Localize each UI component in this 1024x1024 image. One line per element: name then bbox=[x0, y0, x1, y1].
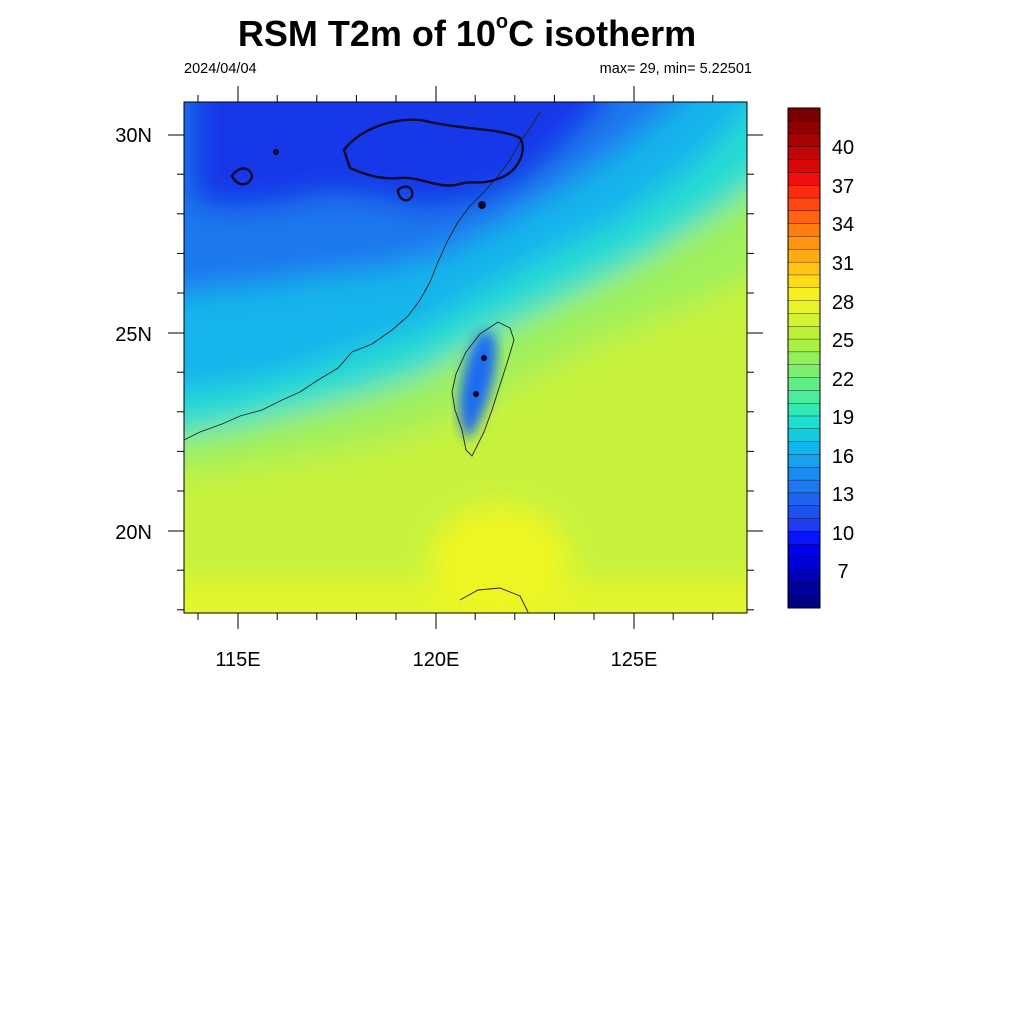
taiwan-cold-core bbox=[459, 330, 497, 440]
colorbar-box bbox=[787, 171, 821, 186]
colorbar-box bbox=[787, 223, 821, 237]
temperature-fields bbox=[184, 102, 747, 613]
colorbar-box bbox=[787, 133, 821, 147]
isotherm-contour bbox=[396, 185, 414, 202]
colorbar-label: 28 bbox=[832, 292, 854, 314]
colorbar-box bbox=[787, 210, 821, 224]
colorbar-label: 40 bbox=[832, 137, 854, 159]
colorbar-labels: 40 37 34 31 28 25 22 19 16 13 10 7 bbox=[832, 137, 854, 583]
max-min-label: max= 29, min= 5.22501 bbox=[599, 61, 752, 77]
lon-label-125e: 125E bbox=[611, 649, 658, 671]
colorbar-box bbox=[787, 184, 821, 199]
colorbar-box bbox=[787, 197, 821, 212]
colorbar-frame bbox=[787, 107, 821, 609]
colorbar-box bbox=[787, 274, 821, 288]
colorbar-label: 13 bbox=[832, 484, 854, 506]
colorbar-box bbox=[787, 300, 821, 314]
colorbar-box bbox=[787, 466, 821, 481]
title-degree: o bbox=[495, 11, 509, 33]
lat-label-20n: 20N bbox=[115, 522, 152, 544]
colorbar-box bbox=[787, 530, 821, 545]
lon-label-120e: 120E bbox=[413, 649, 460, 671]
isotherm-contour bbox=[342, 118, 524, 187]
colorbar-box bbox=[787, 543, 821, 558]
colorbar-box bbox=[787, 287, 821, 301]
colorbar-box bbox=[787, 402, 821, 417]
field-warm-spot bbox=[430, 505, 570, 613]
colorbar-box bbox=[787, 441, 821, 455]
colorbar-box bbox=[787, 236, 821, 250]
colorbar-box bbox=[787, 453, 821, 468]
colorbar-box bbox=[787, 338, 821, 353]
colorbar-label: 22 bbox=[832, 369, 854, 391]
colorbar-label: 7 bbox=[837, 561, 848, 583]
temperature-map bbox=[184, 102, 747, 613]
colorbar-box bbox=[787, 325, 821, 340]
colorbar-box bbox=[787, 595, 821, 609]
colorbar-box bbox=[787, 505, 821, 519]
colorbar-box bbox=[787, 556, 821, 571]
colorbar-box bbox=[787, 415, 821, 429]
title-main: RSM T2m of 10 bbox=[237, 13, 496, 54]
colorbar-label: 19 bbox=[832, 407, 854, 429]
colorbar-box bbox=[787, 146, 821, 160]
colorbar-box bbox=[787, 120, 821, 135]
colorbar-box bbox=[787, 479, 821, 494]
isotherm-10c bbox=[230, 118, 524, 397]
colorbar-label: 25 bbox=[832, 330, 854, 352]
isotherm-contour bbox=[230, 167, 254, 186]
china-coastline bbox=[184, 111, 541, 441]
colorbar-label: 31 bbox=[832, 253, 854, 275]
title-unit: C isotherm bbox=[508, 13, 697, 54]
lat-label-25n: 25N bbox=[115, 324, 152, 346]
date-label: 2024/04/04 bbox=[184, 61, 257, 77]
lon-label-115e: 115E bbox=[215, 649, 260, 671]
colorbar-box bbox=[787, 377, 821, 391]
colorbar-box bbox=[787, 159, 821, 173]
colorbar-label: 10 bbox=[832, 523, 854, 545]
colorbar-label: 37 bbox=[832, 176, 854, 198]
taiwan-coastline bbox=[451, 321, 515, 457]
lat-label-30n: 30N bbox=[115, 125, 152, 147]
colorbar-box bbox=[787, 107, 821, 122]
hainan-coastline bbox=[459, 587, 529, 613]
colorbar-box bbox=[787, 248, 821, 263]
colorbar-label: 16 bbox=[832, 446, 854, 468]
colorbar-box bbox=[787, 351, 821, 365]
colorbar-box bbox=[787, 582, 821, 596]
colorbar-box bbox=[787, 569, 821, 583]
colorbar-box bbox=[787, 312, 821, 327]
field-cold bbox=[190, 102, 604, 210]
colorbar-box bbox=[787, 428, 821, 442]
colorbar-box bbox=[787, 261, 821, 276]
plot-frame bbox=[183, 101, 748, 614]
chart-title: RSM T2m of 10oC isotherm bbox=[0, 0, 934, 56]
colorbar-box bbox=[787, 518, 821, 532]
colorbar-box bbox=[787, 492, 821, 506]
axis-ticks bbox=[168, 86, 763, 629]
colorbar-label: 34 bbox=[832, 214, 854, 236]
colorbar-box bbox=[787, 389, 821, 404]
colorbar-box bbox=[787, 364, 821, 378]
colorbar bbox=[787, 107, 821, 609]
taiwan-cold-field bbox=[459, 330, 497, 440]
